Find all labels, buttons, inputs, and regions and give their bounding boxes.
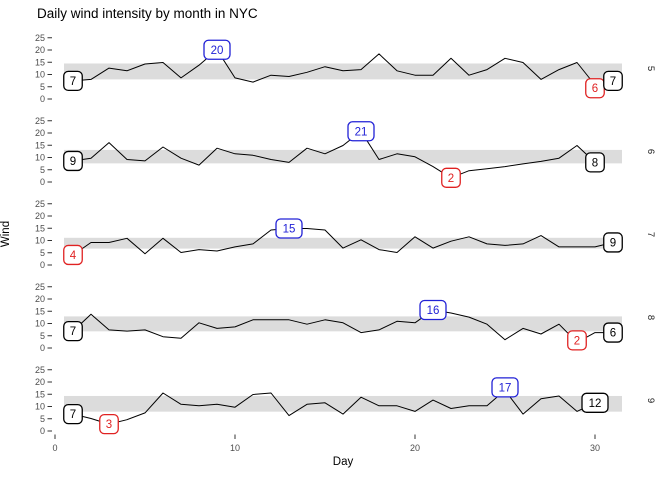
y-tick-label: 10: [35, 236, 45, 246]
y-tick-label: 20: [35, 45, 45, 55]
y-tick-label: 10: [35, 319, 45, 329]
reference-band: [64, 237, 622, 249]
reference-band: [64, 316, 622, 332]
y-tick-label: 25: [35, 282, 45, 292]
max-value-label-box: [203, 39, 231, 60]
wind-line: [72, 49, 614, 86]
min-value-label: 4: [70, 250, 77, 262]
reference-band: [64, 63, 622, 80]
y-tick-label: 5: [40, 331, 45, 341]
y-tick-label: 25: [35, 199, 45, 209]
y-tick-label: 5: [40, 248, 45, 258]
max-value-label: 15: [283, 223, 296, 235]
x-tick-label: 10: [230, 443, 240, 453]
max-value-label: 17: [499, 382, 512, 394]
last-value-label: 8: [592, 157, 598, 169]
y-tick-label: 25: [35, 116, 45, 126]
facet-strip-label: 7: [645, 232, 656, 237]
y-tick-label: 20: [35, 294, 45, 304]
min-value-label: 2: [574, 335, 580, 347]
first-value-label-box: [63, 403, 83, 425]
min-value-label: 2: [448, 173, 454, 185]
y-tick-label: 20: [35, 211, 45, 221]
last-value-label-box: [585, 152, 605, 173]
max-value-label-box: [275, 218, 303, 239]
first-value-label: 9: [70, 156, 76, 168]
max-value-label-box: [419, 299, 447, 321]
facet-strip-label: 6: [645, 149, 656, 154]
first-value-label: 7: [70, 409, 76, 421]
y-tick-label: 0: [40, 177, 45, 187]
last-value-label: 12: [589, 398, 602, 410]
last-value-label-box: [603, 70, 623, 92]
last-value-label-box: [581, 392, 609, 413]
y-tick-label: 15: [35, 57, 45, 67]
y-tick-label: 5: [40, 165, 45, 175]
facet-strip-label: 9: [645, 398, 656, 403]
min-value-label: 3: [106, 419, 112, 431]
y-tick-label: 15: [35, 389, 45, 399]
x-tick-label: 20: [410, 443, 420, 453]
first-value-label: 7: [70, 326, 76, 338]
y-tick-label: 15: [35, 140, 45, 150]
last-value-label: 7: [610, 76, 616, 88]
wind-line: [72, 130, 596, 179]
y-tick-label: 10: [35, 70, 45, 80]
y-tick-label: 5: [40, 414, 45, 424]
y-tick-label: 20: [35, 377, 45, 387]
max-value-label-box: [347, 121, 375, 142]
y-tick-label: 0: [40, 343, 45, 353]
first-value-label-box: [63, 320, 83, 342]
min-value-label-box: [63, 244, 83, 266]
min-value-label-box: [441, 167, 461, 188]
wind-line: [72, 228, 614, 256]
y-tick-label: 15: [35, 306, 45, 316]
wind-line: [72, 309, 613, 343]
last-value-label-box: [603, 322, 623, 343]
y-tick-label: 25: [35, 33, 45, 43]
y-tick-label: 10: [35, 402, 45, 412]
min-value-label-box: [567, 330, 587, 351]
y-tick-label: 0: [40, 94, 45, 104]
last-value-label: 6: [610, 328, 616, 340]
max-value-label-box: [491, 377, 519, 398]
y-tick-label: 15: [35, 223, 45, 233]
min-value-label-box: [99, 413, 119, 435]
y-axis-title: Wind: [0, 220, 12, 248]
first-value-label: 7: [70, 76, 76, 88]
last-value-label-box: [603, 232, 623, 253]
y-tick-label: 10: [35, 153, 45, 163]
y-tick-label: 25: [35, 365, 45, 375]
x-tick-label: 0: [52, 443, 57, 453]
facet-strip-label: 8: [645, 315, 656, 320]
y-tick-label: 20: [35, 128, 45, 138]
x-tick-label: 30: [590, 443, 600, 453]
chart-title: Daily wind intensity by month in NYC: [37, 6, 258, 21]
last-value-label: 9: [610, 237, 616, 249]
y-tick-label: 5: [40, 82, 45, 92]
reference-band: [64, 395, 622, 412]
max-value-label: 21: [355, 126, 368, 138]
max-value-label: 16: [427, 305, 440, 317]
min-value-label: 6: [592, 83, 598, 95]
facet-strip-label: 5: [645, 66, 656, 71]
x-axis-title: Day: [332, 456, 354, 468]
reference-band: [64, 149, 622, 164]
first-value-label-box: [63, 70, 83, 92]
y-tick-label: 0: [40, 260, 45, 270]
max-value-label: 20: [211, 45, 224, 57]
first-value-label-box: [63, 150, 83, 172]
y-tick-label: 0: [40, 426, 45, 436]
